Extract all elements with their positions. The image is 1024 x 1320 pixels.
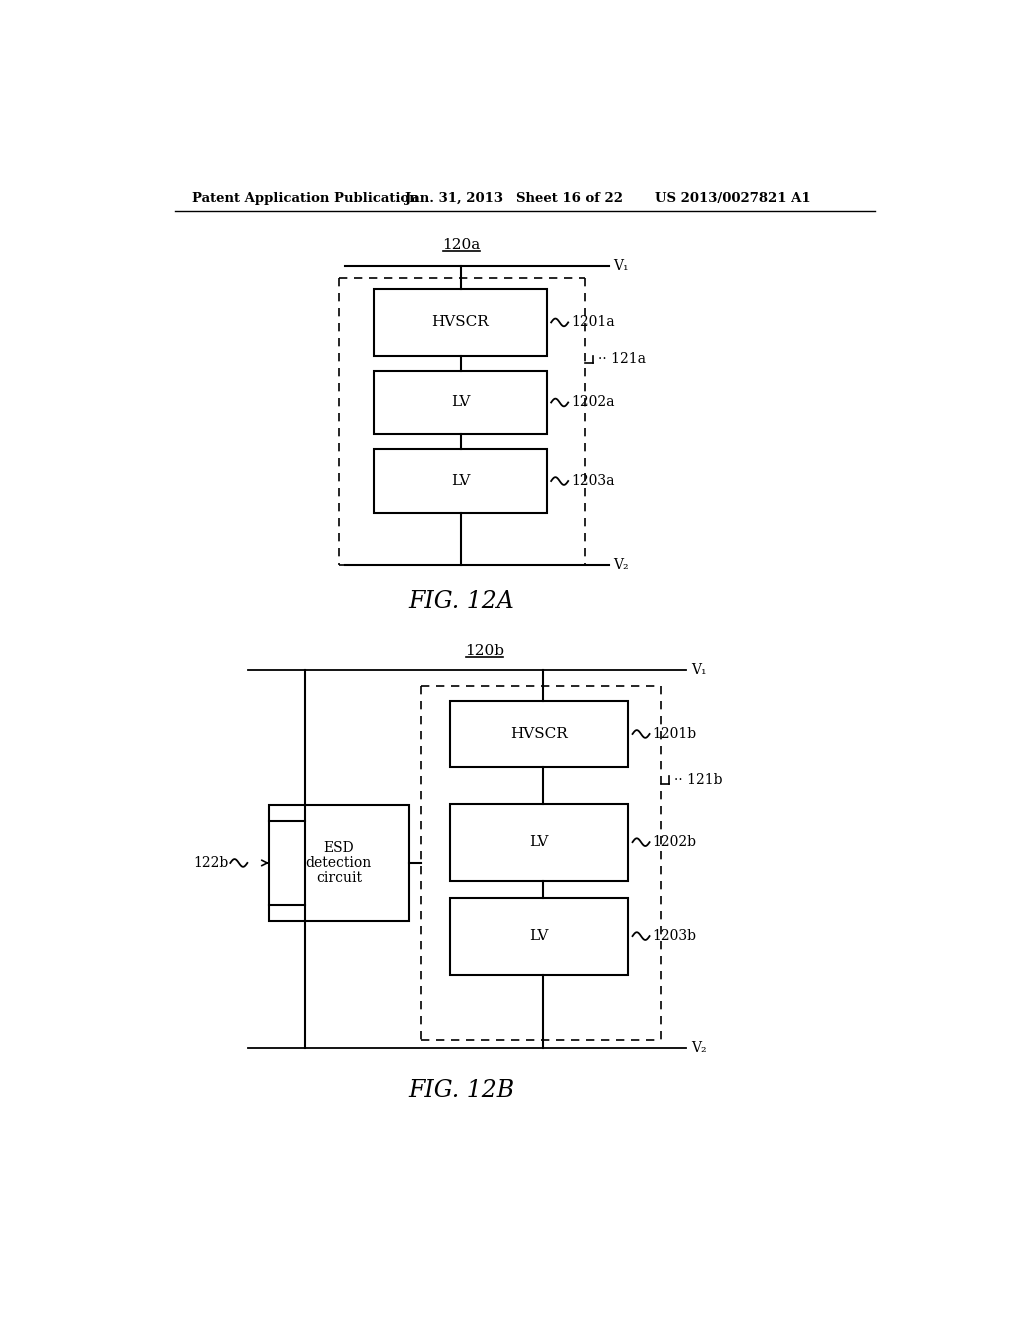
- Bar: [375, 371, 547, 434]
- Text: 1201a: 1201a: [571, 315, 615, 330]
- Text: LV: LV: [529, 929, 549, 942]
- Text: Jan. 31, 2013: Jan. 31, 2013: [406, 191, 504, 205]
- Bar: [375, 450, 547, 512]
- Text: V₁: V₁: [613, 259, 629, 273]
- Text: 1202a: 1202a: [571, 396, 614, 409]
- Text: 1201b: 1201b: [652, 727, 696, 741]
- Text: detection: detection: [306, 855, 372, 870]
- Text: 1202b: 1202b: [652, 836, 696, 849]
- Text: LV: LV: [451, 474, 470, 488]
- Text: 122b: 122b: [194, 855, 228, 870]
- Text: LV: LV: [529, 836, 549, 849]
- Text: ·· 121a: ·· 121a: [598, 352, 646, 367]
- Text: V₂: V₂: [690, 1040, 707, 1055]
- Text: FIG. 12B: FIG. 12B: [409, 1078, 514, 1102]
- Bar: [269, 805, 409, 921]
- Bar: [450, 898, 628, 974]
- Text: LV: LV: [451, 396, 470, 409]
- Text: 1203a: 1203a: [571, 474, 614, 488]
- Text: HVSCR: HVSCR: [510, 727, 567, 741]
- Text: ESD: ESD: [324, 841, 354, 854]
- Text: V₂: V₂: [613, 558, 629, 572]
- Text: HVSCR: HVSCR: [431, 315, 489, 330]
- Bar: [375, 289, 547, 355]
- Text: Sheet 16 of 22: Sheet 16 of 22: [515, 191, 623, 205]
- Text: FIG. 12A: FIG. 12A: [409, 590, 514, 612]
- Text: ·· 121b: ·· 121b: [674, 774, 722, 787]
- Text: US 2013/0027821 A1: US 2013/0027821 A1: [655, 191, 811, 205]
- Text: Patent Application Publication: Patent Application Publication: [191, 191, 418, 205]
- Text: 120a: 120a: [442, 238, 480, 252]
- Text: 1203b: 1203b: [652, 929, 696, 942]
- Text: 120b: 120b: [465, 644, 504, 659]
- Bar: [450, 701, 628, 767]
- Text: V₁: V₁: [690, 664, 707, 677]
- Text: circuit: circuit: [315, 871, 361, 886]
- Bar: [450, 804, 628, 880]
